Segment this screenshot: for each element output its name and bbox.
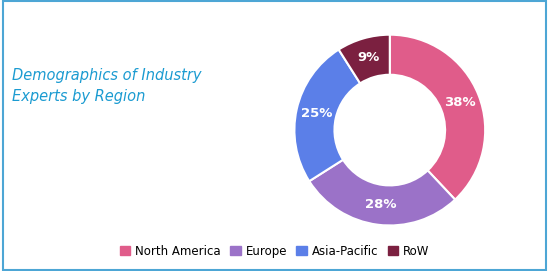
Text: 28%: 28% xyxy=(365,198,396,211)
Wedge shape xyxy=(294,50,360,181)
Wedge shape xyxy=(339,35,390,83)
Text: Demographics of Industry
Experts by Region: Demographics of Industry Experts by Regi… xyxy=(13,68,202,104)
Wedge shape xyxy=(309,160,455,225)
Text: 25%: 25% xyxy=(300,107,332,120)
Text: 9%: 9% xyxy=(357,51,380,64)
Wedge shape xyxy=(390,35,485,200)
Text: 38%: 38% xyxy=(444,96,475,109)
Legend: North America, Europe, Asia-Pacific, RoW: North America, Europe, Asia-Pacific, RoW xyxy=(115,240,434,262)
